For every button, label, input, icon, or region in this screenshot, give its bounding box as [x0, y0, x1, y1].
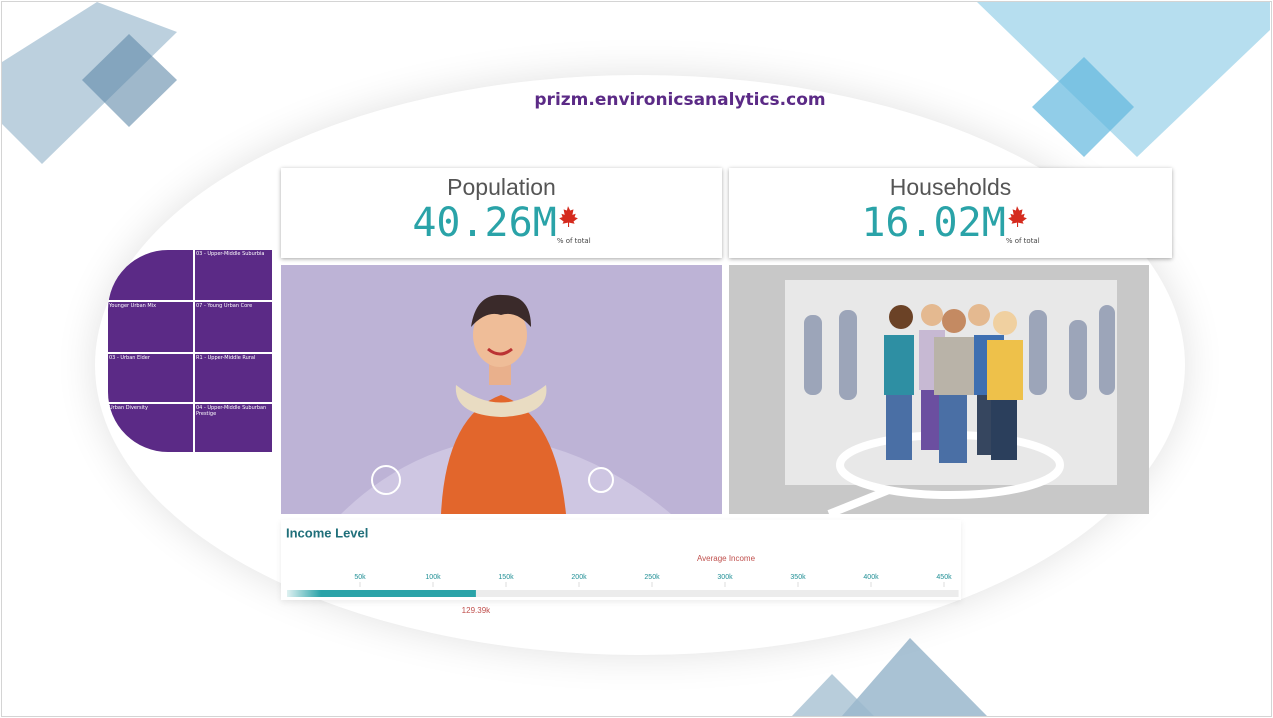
treemap-cell: 03 - Urban Elder: [108, 354, 193, 402]
value-label: 129.39k: [462, 606, 491, 615]
card-value: 40.26M: [412, 200, 557, 246]
chart-title: Income Level: [286, 525, 368, 540]
x-tick-label: 350k: [790, 574, 806, 581]
card-note: % of total: [1005, 237, 1040, 245]
x-tick-label: 400k: [863, 574, 879, 581]
kpi-card: Population 40.26M% of total: [281, 168, 722, 258]
kpi-card: Households 16.02M% of total: [729, 168, 1172, 258]
axis-label: Average Income: [697, 554, 756, 563]
treemap: 03 - Upper-Middle Suburbia Younger Urban…: [108, 250, 272, 452]
group-illustration: [729, 265, 1149, 514]
treemap-cell: [108, 250, 193, 300]
treemap-cell: 03 - Upper-Middle Suburbia: [195, 250, 272, 300]
x-tick-label: 200k: [571, 574, 587, 581]
bar-track: [287, 590, 959, 597]
x-tick-label: 250k: [644, 574, 660, 581]
treemap-cell: Younger Urban Mix: [108, 302, 193, 352]
card-value: 16.02M: [861, 200, 1006, 246]
x-tick-label: 50k: [354, 574, 366, 581]
treemap-cell: R1 - Upper-Middle Rural: [195, 354, 272, 402]
treemap-cell: 04 - Upper-Middle Suburban Prestige: [195, 404, 272, 452]
card-title: Households: [889, 174, 1012, 200]
x-tick-label: 300k: [717, 574, 733, 581]
person-illustration: [281, 265, 722, 514]
income-chart: Income Level Average Income 50k 100k 150k 2…: [281, 525, 959, 615]
x-tick-label: 150k: [498, 574, 514, 581]
x-tick-label: 450k: [936, 574, 952, 581]
maple-leaf: [1008, 206, 1027, 227]
card-note: % of total: [556, 237, 591, 245]
x-tick-label: 100k: [425, 574, 441, 581]
treemap-cell: Urban Diversity: [108, 404, 193, 452]
treemap-cell: 07 - Young Urban Core: [195, 302, 272, 352]
fade-overlay: [281, 580, 481, 600]
maple-leaf: [559, 206, 578, 227]
card-title: Population: [447, 174, 556, 200]
url-text[interactable]: prizm.environicsanalytics.com: [534, 90, 826, 110]
